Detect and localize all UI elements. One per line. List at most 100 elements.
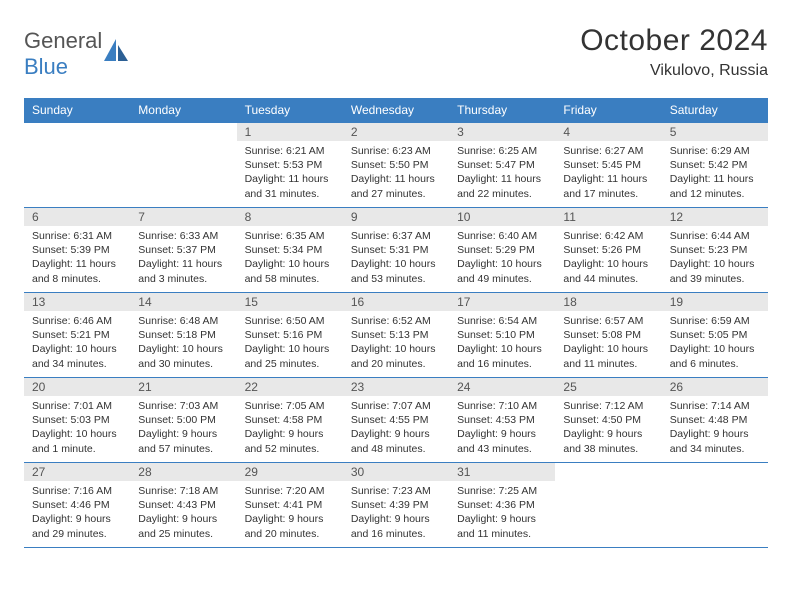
- day-number: 8: [237, 207, 343, 226]
- daylight-line: Daylight: 10 hours and 30 minutes.: [138, 342, 228, 370]
- sunrise-line: Sunrise: 7:05 AM: [245, 399, 335, 413]
- day-details: Sunrise: 7:25 AMSunset: 4:36 PMDaylight:…: [449, 481, 555, 547]
- sunset-line: Sunset: 5:31 PM: [351, 243, 441, 257]
- calendar-table: Sunday Monday Tuesday Wednesday Thursday…: [24, 98, 768, 548]
- daylight-line: Daylight: 9 hours and 20 minutes.: [245, 512, 335, 540]
- day-details: Sunrise: 7:23 AMSunset: 4:39 PMDaylight:…: [343, 481, 449, 547]
- day-details: Sunrise: 6:54 AMSunset: 5:10 PMDaylight:…: [449, 311, 555, 377]
- calendar-cell: 16Sunrise: 6:52 AMSunset: 5:13 PMDayligh…: [343, 292, 449, 377]
- day-details: Sunrise: 7:16 AMSunset: 4:46 PMDaylight:…: [24, 481, 130, 547]
- day-number: 22: [237, 377, 343, 396]
- sunrise-line: Sunrise: 6:35 AM: [245, 229, 335, 243]
- day-number: 14: [130, 292, 236, 311]
- day-details: Sunrise: 6:29 AMSunset: 5:42 PMDaylight:…: [662, 141, 768, 207]
- calendar-cell: 30Sunrise: 7:23 AMSunset: 4:39 PMDayligh…: [343, 462, 449, 548]
- day-number: 31: [449, 462, 555, 481]
- day-number: [24, 122, 130, 141]
- calendar-cell: 7Sunrise: 6:33 AMSunset: 5:37 PMDaylight…: [130, 207, 236, 292]
- sunset-line: Sunset: 4:43 PM: [138, 498, 228, 512]
- day-number: 6: [24, 207, 130, 226]
- day-number: 30: [343, 462, 449, 481]
- sunset-line: Sunset: 4:50 PM: [563, 413, 653, 427]
- daylight-line: Daylight: 10 hours and 34 minutes.: [32, 342, 122, 370]
- sunset-line: Sunset: 5:23 PM: [670, 243, 760, 257]
- sunrise-line: Sunrise: 6:52 AM: [351, 314, 441, 328]
- day-details: Sunrise: 6:44 AMSunset: 5:23 PMDaylight:…: [662, 226, 768, 292]
- sunrise-line: Sunrise: 6:33 AM: [138, 229, 228, 243]
- day-number: 21: [130, 377, 236, 396]
- calendar-cell: 21Sunrise: 7:03 AMSunset: 5:00 PMDayligh…: [130, 377, 236, 462]
- calendar-cell: 9Sunrise: 6:37 AMSunset: 5:31 PMDaylight…: [343, 207, 449, 292]
- daylight-line: Daylight: 10 hours and 25 minutes.: [245, 342, 335, 370]
- sunset-line: Sunset: 5:13 PM: [351, 328, 441, 342]
- sunset-line: Sunset: 5:34 PM: [245, 243, 335, 257]
- day-number: 20: [24, 377, 130, 396]
- day-number: 25: [555, 377, 661, 396]
- calendar-cell: 31Sunrise: 7:25 AMSunset: 4:36 PMDayligh…: [449, 462, 555, 548]
- daylight-line: Daylight: 11 hours and 27 minutes.: [351, 172, 441, 200]
- sunrise-line: Sunrise: 6:44 AM: [670, 229, 760, 243]
- calendar-cell: 18Sunrise: 6:57 AMSunset: 5:08 PMDayligh…: [555, 292, 661, 377]
- day-number: 26: [662, 377, 768, 396]
- day-details: Sunrise: 7:14 AMSunset: 4:48 PMDaylight:…: [662, 396, 768, 462]
- daylight-line: Daylight: 10 hours and 44 minutes.: [563, 257, 653, 285]
- day-number: 4: [555, 122, 661, 141]
- weekday-header: Friday: [555, 98, 661, 122]
- sunrise-line: Sunrise: 6:46 AM: [32, 314, 122, 328]
- weekday-header: Thursday: [449, 98, 555, 122]
- daylight-line: Daylight: 9 hours and 38 minutes.: [563, 427, 653, 455]
- daylight-line: Daylight: 9 hours and 16 minutes.: [351, 512, 441, 540]
- day-details: Sunrise: 6:37 AMSunset: 5:31 PMDaylight:…: [343, 226, 449, 292]
- daylight-line: Daylight: 11 hours and 22 minutes.: [457, 172, 547, 200]
- brand-text: General Blue: [24, 28, 102, 80]
- calendar-week-row: 6Sunrise: 6:31 AMSunset: 5:39 PMDaylight…: [24, 207, 768, 292]
- calendar-cell: 8 Sunrise: 6:35 AMSunset: 5:34 PMDaylight…: [237, 207, 343, 292]
- day-details: Sunrise: 6:31 AMSunset: 5:39 PMDaylight:…: [24, 226, 130, 292]
- day-number: 24: [449, 377, 555, 396]
- brand-text-gray: General: [24, 28, 102, 53]
- daylight-line: Daylight: 11 hours and 8 minutes.: [32, 257, 122, 285]
- day-details: Sunrise: 6:46 AMSunset: 5:21 PMDaylight:…: [24, 311, 130, 377]
- daylight-line: Daylight: 9 hours and 34 minutes.: [670, 427, 760, 455]
- day-number: 5: [662, 122, 768, 141]
- daylight-line: Daylight: 9 hours and 52 minutes.: [245, 427, 335, 455]
- daylight-line: Daylight: 10 hours and 58 minutes.: [245, 257, 335, 285]
- day-number: [130, 122, 236, 141]
- sunrise-line: Sunrise: 7:07 AM: [351, 399, 441, 413]
- weekday-header: Tuesday: [237, 98, 343, 122]
- day-number: 12: [662, 207, 768, 226]
- day-details: Sunrise: 7:05 AMSunset: 4:58 PMDaylight:…: [237, 396, 343, 462]
- daylight-line: Daylight: 11 hours and 3 minutes.: [138, 257, 228, 285]
- daylight-line: Daylight: 10 hours and 6 minutes.: [670, 342, 760, 370]
- day-number: [662, 462, 768, 481]
- sunset-line: Sunset: 5:29 PM: [457, 243, 547, 257]
- sunrise-line: Sunrise: 6:54 AM: [457, 314, 547, 328]
- sunset-line: Sunset: 5:50 PM: [351, 158, 441, 172]
- day-number: 17: [449, 292, 555, 311]
- calendar-cell: 12Sunrise: 6:44 AMSunset: 5:23 PMDayligh…: [662, 207, 768, 292]
- day-details: Sunrise: 7:12 AMSunset: 4:50 PMDaylight:…: [555, 396, 661, 462]
- header: General Blue October 2024 Vikulovo, Russ…: [24, 24, 768, 80]
- sunset-line: Sunset: 5:37 PM: [138, 243, 228, 257]
- day-details: Sunrise: 7:20 AMSunset: 4:41 PMDaylight:…: [237, 481, 343, 547]
- day-number: 23: [343, 377, 449, 396]
- calendar-cell: 13Sunrise: 6:46 AMSunset: 5:21 PMDayligh…: [24, 292, 130, 377]
- day-details: Sunrise: 7:18 AMSunset: 4:43 PMDaylight:…: [130, 481, 236, 547]
- sunset-line: Sunset: 5:47 PM: [457, 158, 547, 172]
- calendar-cell: [662, 462, 768, 548]
- sunset-line: Sunset: 5:10 PM: [457, 328, 547, 342]
- sunrise-line: Sunrise: 7:12 AM: [563, 399, 653, 413]
- calendar-cell: 28Sunrise: 7:18 AMSunset: 4:43 PMDayligh…: [130, 462, 236, 548]
- sunset-line: Sunset: 5:45 PM: [563, 158, 653, 172]
- day-number: 13: [24, 292, 130, 311]
- sunset-line: Sunset: 5:42 PM: [670, 158, 760, 172]
- sunrise-line: Sunrise: 6:31 AM: [32, 229, 122, 243]
- calendar-cell: 1Sunrise: 6:21 AMSunset: 5:53 PMDaylight…: [237, 122, 343, 207]
- calendar-cell: [130, 122, 236, 207]
- brand-sail-icon: [102, 37, 130, 68]
- sunset-line: Sunset: 5:00 PM: [138, 413, 228, 427]
- title-block: October 2024 Vikulovo, Russia: [580, 24, 768, 80]
- day-number: 2: [343, 122, 449, 141]
- sunrise-line: Sunrise: 6:42 AM: [563, 229, 653, 243]
- sunrise-line: Sunrise: 6:40 AM: [457, 229, 547, 243]
